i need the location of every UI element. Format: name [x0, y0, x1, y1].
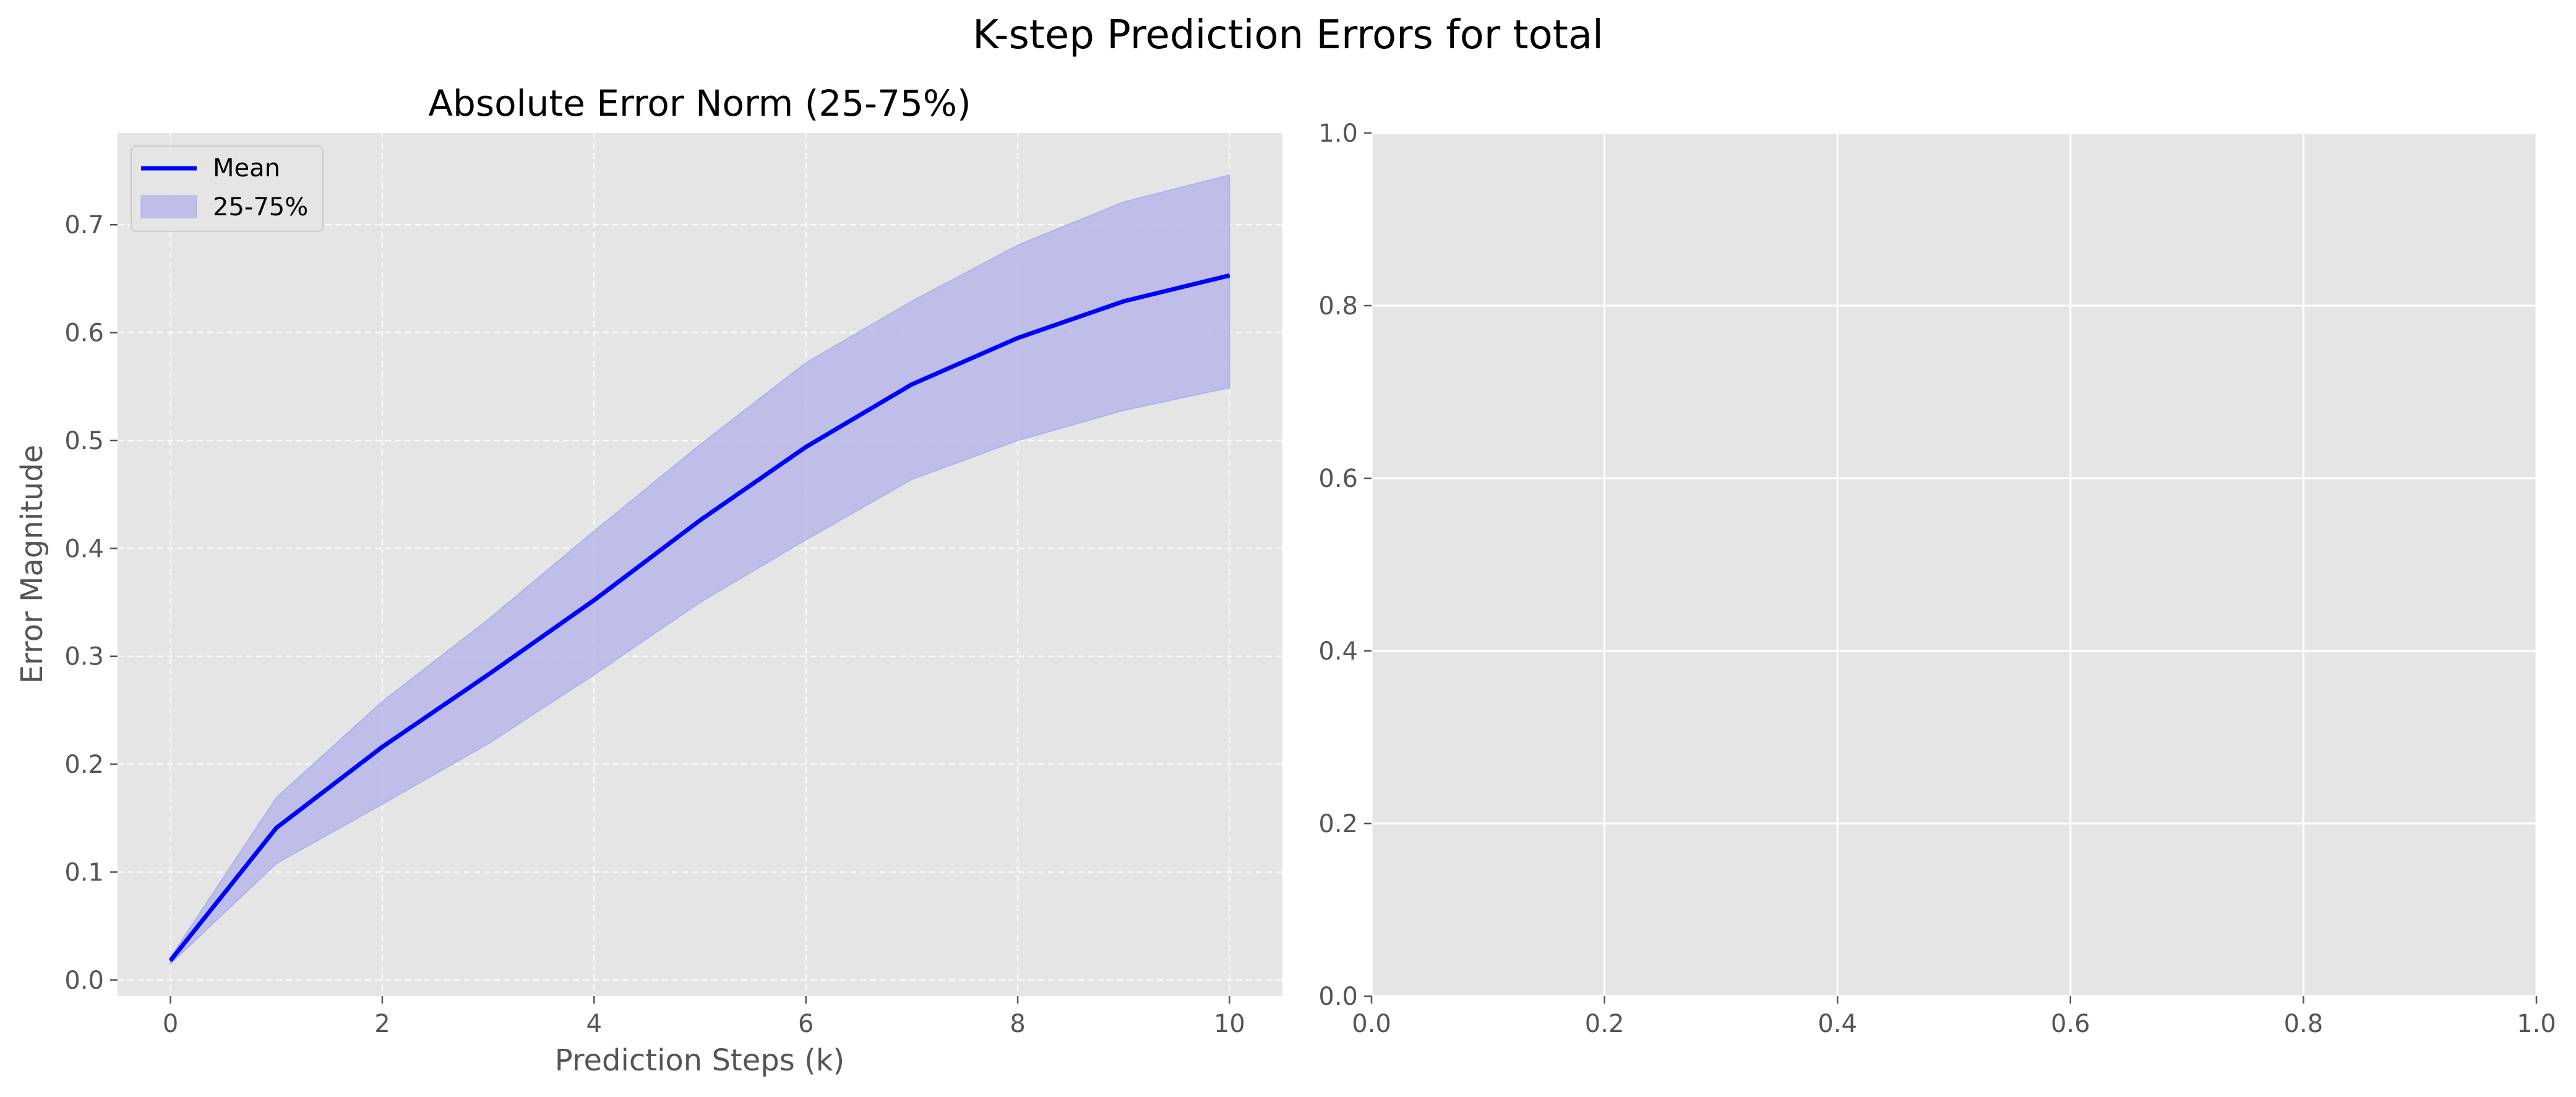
mean-point — [699, 520, 701, 522]
legend: Mean 25-75% — [131, 145, 324, 232]
empty-plot-grid — [1370, 132, 2538, 997]
x-tick-label: 6 — [798, 1010, 814, 1038]
x-tick-label: 0.2 — [1585, 1010, 1625, 1038]
y-tick-label: 0.1 — [64, 858, 104, 887]
mean-point — [170, 960, 171, 961]
mean-point — [381, 746, 383, 748]
empty-plot-ticks: 0.0 0.2 0.4 0.6 0.8 1.0 0.0 0.2 0.4 0.6 0.8 1.0 — [1318, 119, 2556, 1038]
x-tick-label: 0.0 — [1352, 1010, 1391, 1038]
y-tick-label: 0.8 — [1318, 292, 1358, 320]
y-tick-label: 0.7 — [64, 211, 104, 239]
figure-title: K-step Prediction Errors for total — [972, 12, 1604, 58]
x-tick-label: 0.6 — [2051, 1010, 2090, 1038]
x-tick-label: 1.0 — [2517, 1010, 2556, 1038]
error-norm-grid — [118, 133, 1282, 996]
y-tick-label: 0.4 — [1318, 637, 1358, 666]
x-axis-label: Prediction Steps (k) — [555, 1043, 845, 1078]
mean-point — [911, 384, 912, 385]
x-tick-label: 0 — [163, 1010, 178, 1038]
legend-band-label: 25-75% — [213, 193, 308, 222]
y-tick-label: 0.6 — [1318, 465, 1358, 493]
x-tick-label: 2 — [374, 1010, 390, 1038]
band-25-75 — [170, 174, 1230, 966]
y-tick-label: 0.5 — [64, 427, 104, 455]
y-tick-label: 0.3 — [64, 643, 104, 671]
x-tick-label: 4 — [586, 1010, 602, 1038]
y-tick-label: 0.2 — [1318, 810, 1358, 838]
x-tick-label: 0.8 — [2284, 1010, 2324, 1038]
mean-point — [487, 674, 489, 676]
x-tick-label: 10 — [1214, 1010, 1245, 1038]
mean-point — [275, 827, 277, 828]
legend-band-swatch — [140, 195, 197, 218]
legend-mean-label: Mean — [213, 154, 280, 183]
mean-point — [1229, 275, 1230, 277]
y-tick-label: 0.6 — [64, 319, 104, 348]
error-norm-ticks: 0 2 4 6 8 10 0.0 0.1 0.2 0.3 0.4 0.5 0.6 0.7 — [64, 211, 1245, 1038]
mean-points — [170, 275, 1230, 961]
empty-plot-background — [1372, 133, 2536, 996]
y-tick-label: 1.0 — [1318, 119, 1358, 148]
mean-point — [593, 600, 595, 601]
y-tick-label: 0.2 — [64, 751, 104, 779]
mean-point — [1123, 301, 1125, 303]
empty-plot: 0.0 0.2 0.4 0.6 0.8 1.0 0.0 0.2 0.4 0.6 0.8 1.0 — [1318, 119, 2556, 1038]
x-tick-label: 8 — [1010, 1010, 1025, 1038]
y-tick-label: 0.4 — [64, 535, 104, 563]
mean-point — [1017, 337, 1019, 339]
error-norm-plot-title: Absolute Error Norm (25-75%) — [428, 82, 971, 124]
y-axis-label: Error Magnitude — [15, 445, 49, 684]
y-tick-label: 0.0 — [1318, 983, 1358, 1011]
error-norm-plot: 0 2 4 6 8 10 0.0 0.1 0.2 0.3 0.4 0.5 0.6 0.7 Absolute… — [15, 82, 1282, 1078]
mean-point — [805, 446, 807, 448]
x-tick-label: 0.4 — [1818, 1010, 1857, 1038]
y-tick-label: 0.0 — [64, 966, 104, 995]
